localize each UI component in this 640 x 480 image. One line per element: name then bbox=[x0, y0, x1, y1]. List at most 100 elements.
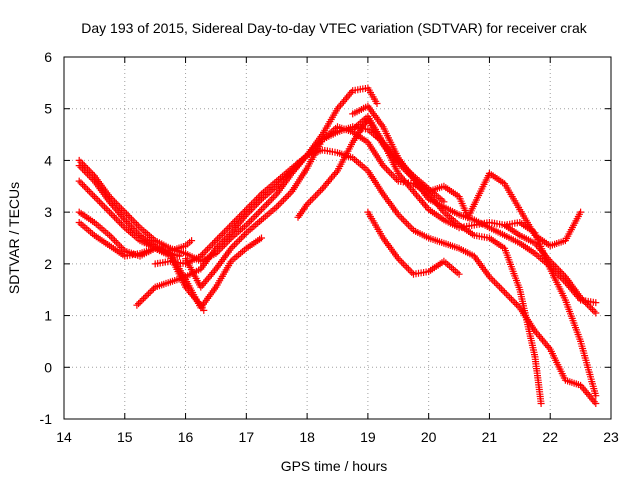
x-tick-label: 23 bbox=[603, 429, 619, 445]
data-point bbox=[592, 299, 600, 307]
data-point bbox=[251, 197, 259, 205]
data-point bbox=[176, 252, 183, 260]
data-point bbox=[232, 216, 240, 224]
data-point bbox=[109, 212, 117, 220]
data-point bbox=[107, 233, 115, 241]
plot-frame bbox=[63, 56, 612, 420]
data-point bbox=[396, 213, 404, 220]
data-point bbox=[75, 162, 83, 170]
data-point bbox=[310, 194, 318, 201]
data-point bbox=[84, 186, 92, 194]
data-point bbox=[556, 268, 564, 276]
data-point bbox=[303, 200, 311, 208]
data-point bbox=[234, 214, 242, 222]
data-point bbox=[107, 210, 115, 218]
data-point bbox=[578, 295, 586, 303]
data-point bbox=[258, 206, 265, 214]
data-point bbox=[259, 204, 267, 212]
data-point bbox=[79, 165, 87, 173]
data-point bbox=[129, 217, 137, 225]
data-point bbox=[224, 232, 232, 240]
data-point bbox=[150, 285, 157, 293]
data-point bbox=[148, 286, 156, 294]
data-point bbox=[408, 269, 416, 276]
data-point bbox=[241, 207, 249, 215]
data-point bbox=[119, 206, 127, 214]
data-point bbox=[537, 400, 545, 407]
data-point bbox=[315, 188, 323, 196]
data-point bbox=[276, 200, 284, 207]
data-point bbox=[404, 265, 412, 273]
data-point bbox=[491, 278, 498, 286]
data-point bbox=[266, 197, 274, 205]
data-point bbox=[590, 307, 598, 315]
data-point bbox=[82, 184, 90, 192]
data-point bbox=[75, 177, 83, 185]
data-point bbox=[386, 169, 394, 176]
data-point bbox=[210, 238, 218, 246]
data-point bbox=[145, 290, 152, 298]
series-track-13 bbox=[501, 219, 600, 400]
data-point bbox=[123, 210, 130, 218]
data-point bbox=[219, 237, 227, 245]
data-point bbox=[215, 241, 223, 249]
data-point bbox=[548, 259, 556, 267]
data-point bbox=[264, 199, 272, 207]
data-point bbox=[388, 170, 395, 178]
data-point bbox=[558, 269, 566, 277]
data-point bbox=[253, 211, 260, 219]
data-point bbox=[116, 242, 124, 250]
data-point bbox=[580, 297, 588, 305]
data-point bbox=[501, 288, 509, 296]
data-point bbox=[109, 235, 117, 243]
data-point bbox=[263, 200, 271, 208]
data-point bbox=[312, 192, 320, 200]
data-point bbox=[499, 287, 507, 295]
series-track-5 bbox=[75, 219, 208, 314]
data-point bbox=[96, 198, 103, 206]
x-axis-label: GPS time / hours bbox=[281, 458, 388, 474]
series-track-10 bbox=[349, 102, 585, 250]
data-point bbox=[237, 234, 245, 242]
data-point bbox=[307, 197, 314, 205]
data-point bbox=[231, 241, 238, 249]
data-point bbox=[487, 275, 495, 282]
data-point bbox=[398, 214, 406, 222]
data-point bbox=[513, 300, 520, 308]
data-point bbox=[408, 225, 416, 232]
series-track-9 bbox=[294, 115, 600, 307]
data-point bbox=[592, 309, 600, 317]
data-point bbox=[117, 220, 125, 228]
data-point bbox=[101, 203, 108, 211]
data-point bbox=[146, 288, 154, 296]
data-point bbox=[247, 216, 255, 224]
data-point bbox=[555, 266, 563, 274]
series-track-7 bbox=[151, 146, 600, 407]
data-point bbox=[143, 291, 151, 299]
data-point bbox=[406, 223, 414, 231]
data-point bbox=[99, 201, 107, 209]
data-point bbox=[90, 193, 98, 201]
data-point bbox=[239, 232, 247, 240]
data-point bbox=[136, 298, 144, 306]
data-point bbox=[320, 183, 328, 191]
data-point bbox=[231, 218, 238, 226]
data-point bbox=[381, 163, 389, 171]
data-point bbox=[112, 238, 120, 246]
x-tick-label: 22 bbox=[542, 429, 558, 445]
data-point bbox=[269, 194, 277, 201]
data-point bbox=[285, 191, 292, 199]
data-point bbox=[117, 244, 125, 251]
data-point bbox=[246, 202, 254, 210]
y-tick-label: 4 bbox=[44, 152, 52, 168]
data-point bbox=[200, 249, 208, 257]
data-point bbox=[128, 223, 135, 231]
data-point bbox=[85, 188, 93, 195]
x-tick-label: 16 bbox=[178, 429, 194, 445]
data-point bbox=[212, 244, 220, 252]
data-point bbox=[398, 258, 406, 266]
series-track-12 bbox=[364, 208, 463, 278]
data-point bbox=[104, 206, 112, 214]
data-point bbox=[401, 218, 409, 226]
